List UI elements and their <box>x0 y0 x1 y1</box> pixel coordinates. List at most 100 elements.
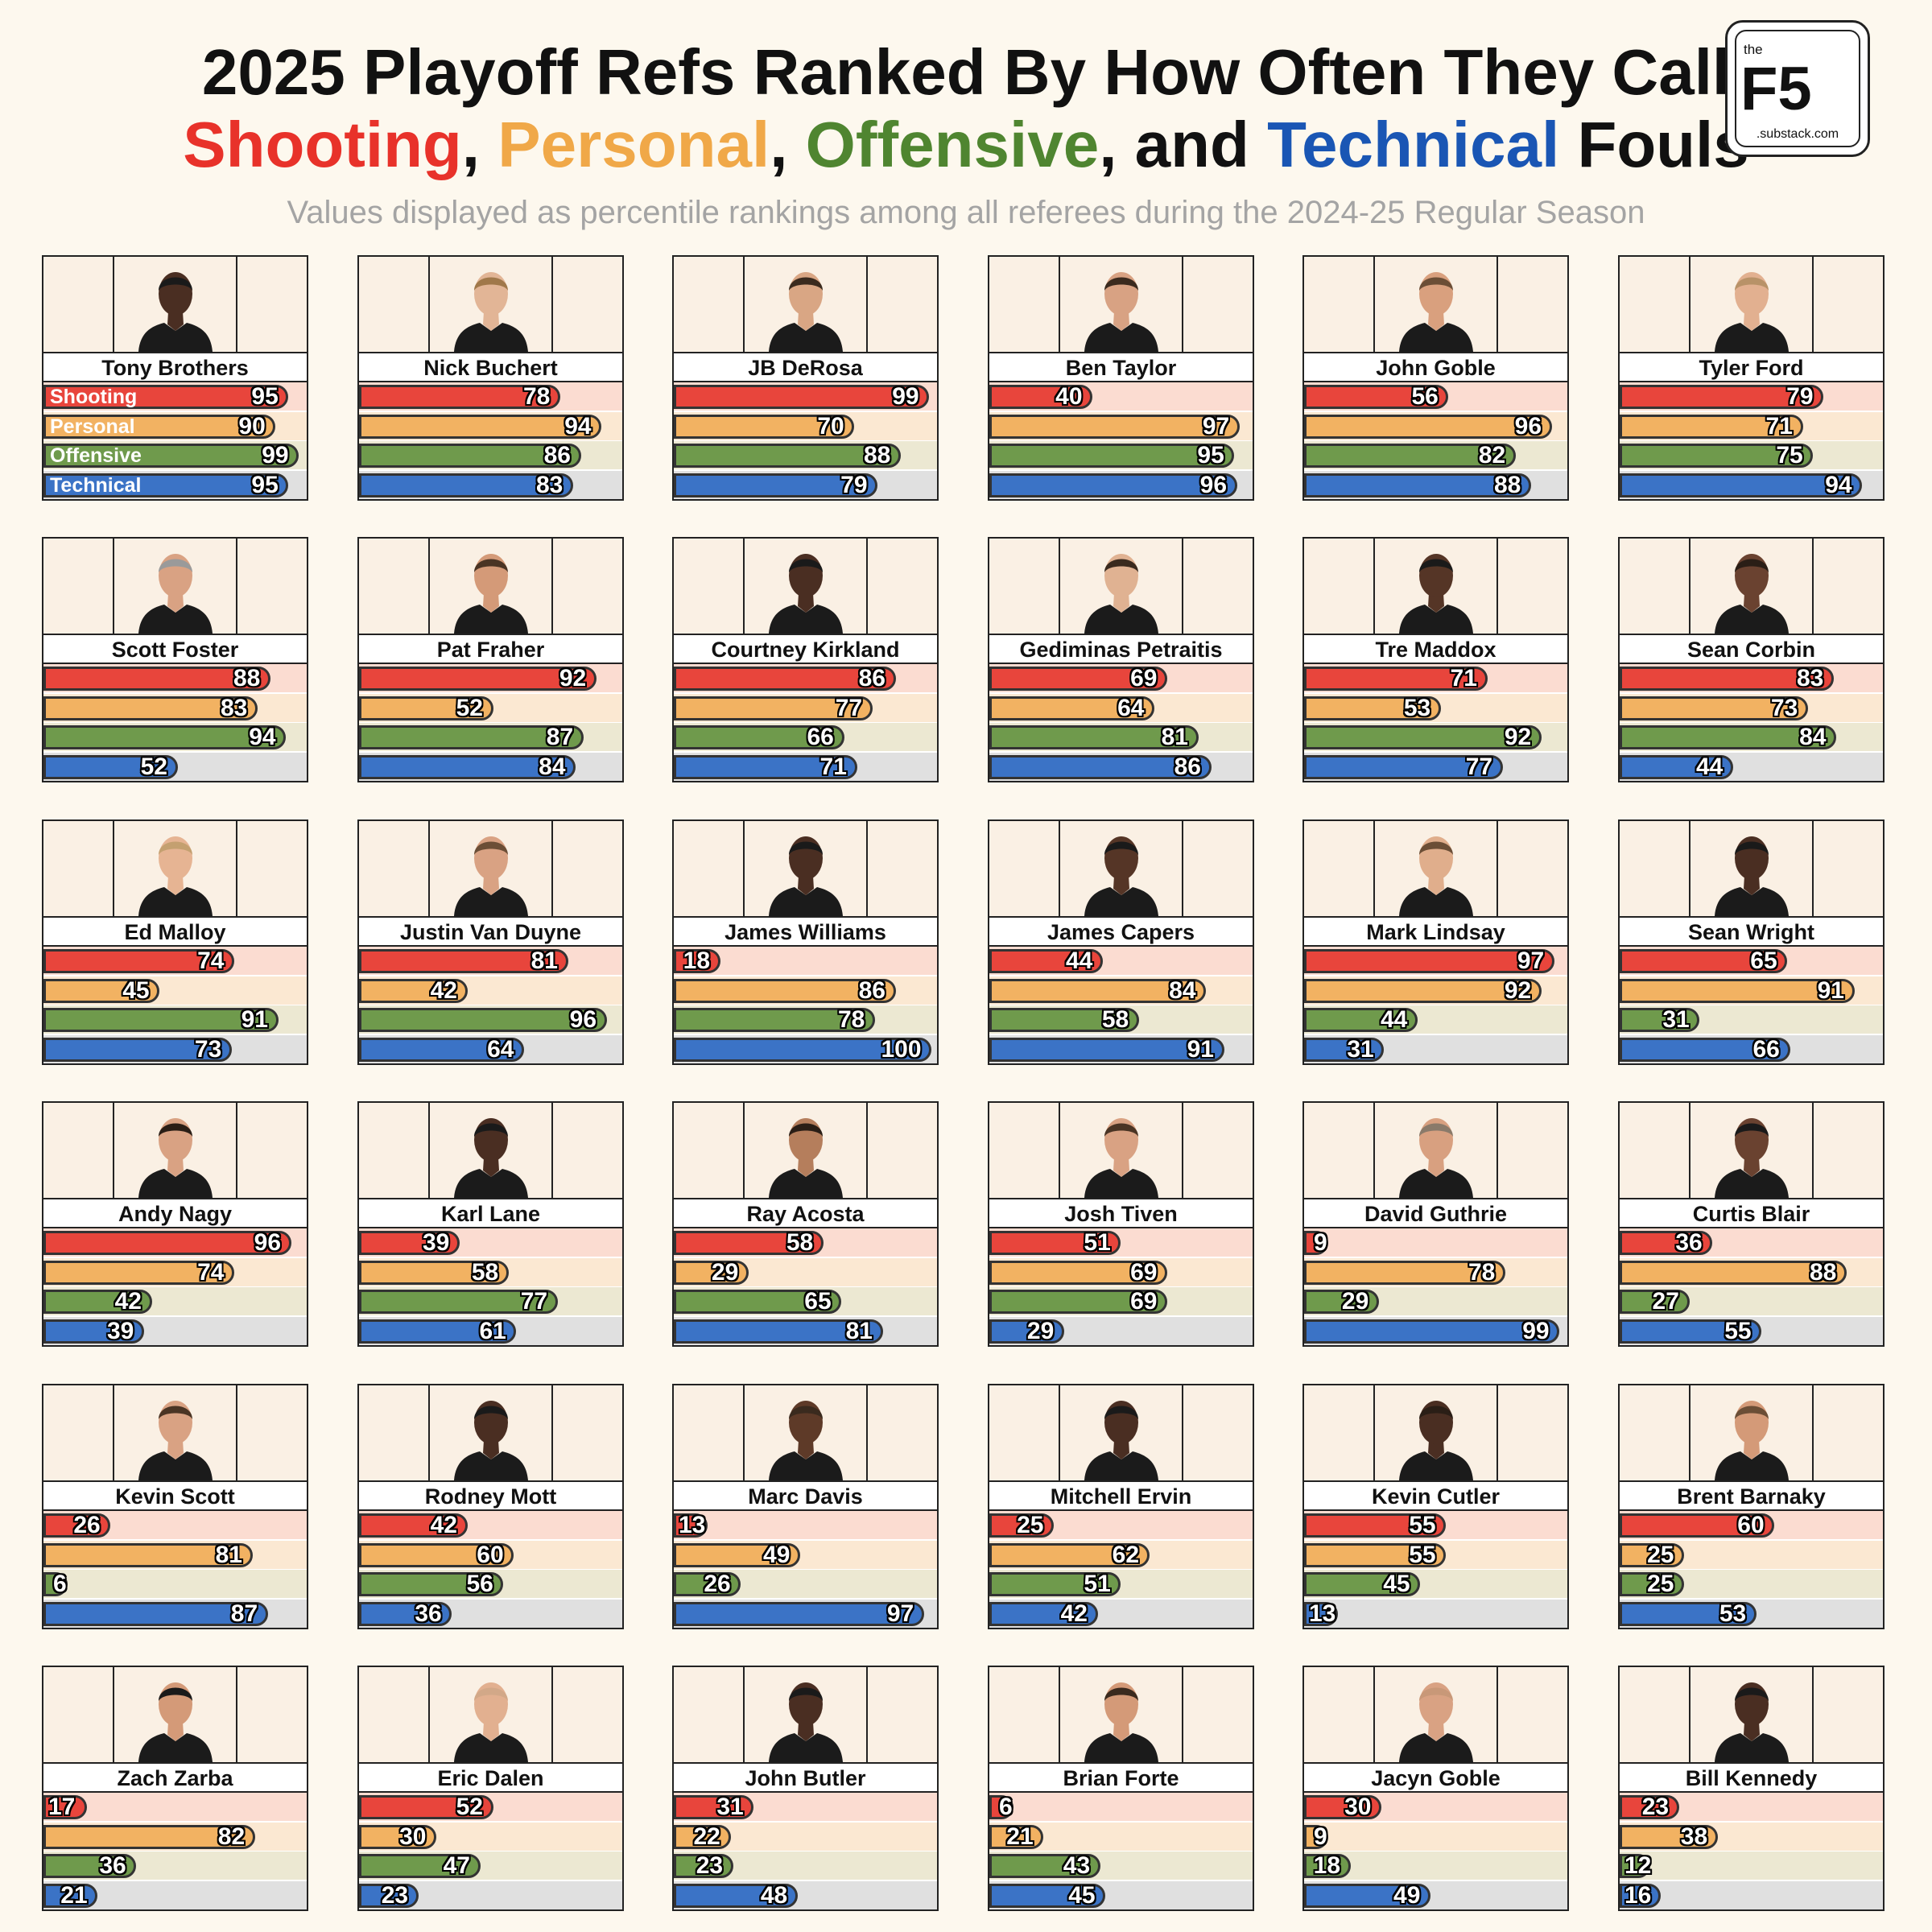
value-label: 29 <box>1026 1318 1055 1345</box>
referee-photo <box>43 539 307 635</box>
bar-personal <box>674 414 855 439</box>
referee-name: Tony Brothers <box>43 353 307 382</box>
value-label: 79 <box>840 472 868 499</box>
bar-shooting <box>1620 1231 1713 1255</box>
bar-row-offensive: 91 <box>43 1005 307 1034</box>
referee-portrait-icon <box>1715 272 1789 352</box>
bar-technical <box>674 1884 798 1909</box>
referee-name: Courtney Kirkland <box>674 635 937 664</box>
value-label: 100 <box>881 1036 922 1063</box>
bar-row-shooting: 86 <box>674 664 937 692</box>
value-label: 36 <box>1675 1229 1703 1256</box>
bar-shooting <box>43 1795 88 1819</box>
bar-row-shooting: 13 <box>674 1511 937 1539</box>
bar-offensive <box>359 725 584 750</box>
bar-row-technical: 61 <box>359 1317 622 1346</box>
value-label: 53 <box>1403 694 1431 721</box>
referee-portrait-icon <box>1399 272 1473 352</box>
chart-title-line-2: Shooting, Personal, Offensive, and Techn… <box>0 108 1932 182</box>
referee-photo <box>989 1385 1253 1482</box>
neck-shape <box>798 312 814 331</box>
bar-personal <box>359 978 468 1003</box>
bar-technical <box>1620 1602 1757 1627</box>
bar-row-personal: 38 <box>1620 1822 1883 1851</box>
referee-name: Scott Foster <box>43 635 307 664</box>
bar-shooting <box>359 667 597 691</box>
value-label: 99 <box>262 442 289 469</box>
hair-shape <box>159 1687 192 1701</box>
referee-name: John Butler <box>674 1764 937 1793</box>
neck-shape <box>167 876 184 895</box>
neck-shape <box>798 1158 814 1177</box>
referee-name: Zach Zarba <box>43 1764 307 1793</box>
bar-row-personal: Personal 90 <box>43 411 307 440</box>
bar-row-technical: 81 <box>674 1317 937 1346</box>
bar-row-shooting: 44 <box>989 947 1253 975</box>
referee-portrait-icon <box>1715 1401 1789 1480</box>
referee-photo <box>359 1667 622 1764</box>
value-label: 97 <box>886 1600 914 1628</box>
hair-shape <box>1419 559 1453 572</box>
bar-technical <box>1304 755 1503 780</box>
bar-row-shooting: 88 <box>43 664 307 692</box>
bar-personal <box>359 696 493 720</box>
bar-row-shooting: 99 <box>674 382 937 411</box>
value-label: 71 <box>1450 665 1477 691</box>
title-word-2: Personal <box>497 109 770 180</box>
referee-name: Karl Lane <box>359 1199 622 1228</box>
value-label: 82 <box>1478 442 1506 469</box>
bar-row-shooting: 40 <box>989 382 1253 411</box>
bar-row-personal: 78 <box>1304 1257 1567 1286</box>
referee-name: Sean Wright <box>1620 918 1883 947</box>
value-label: 84 <box>1799 724 1827 751</box>
referee-photo <box>43 257 307 353</box>
neck-shape <box>1744 593 1760 613</box>
hair-shape <box>474 559 508 572</box>
referee-portrait-icon <box>1399 1118 1473 1198</box>
photo-frame <box>1373 821 1498 916</box>
bar-row-personal: 49 <box>674 1540 937 1569</box>
neck-shape <box>483 876 499 895</box>
referee-card: Marc Davis 13 49 26 97 <box>672 1384 939 1629</box>
neck-shape <box>1113 876 1129 895</box>
category-label: Personal <box>50 415 135 438</box>
bar-row-shooting: 25 <box>989 1511 1253 1539</box>
bar-technical <box>674 1602 924 1627</box>
referee-card: Zach Zarba 17 82 36 21 <box>42 1666 308 1911</box>
neck-shape <box>167 1722 184 1741</box>
bar-offensive <box>674 1008 875 1033</box>
bar-technical <box>989 1602 1098 1627</box>
referee-photo <box>359 257 622 353</box>
bar-row-personal: 91 <box>1620 976 1883 1005</box>
referee-portrait-icon <box>138 272 213 352</box>
value-label: 40 <box>1055 383 1083 410</box>
value-label: 69 <box>1130 1258 1158 1286</box>
bar-row-offensive: 31 <box>1620 1005 1883 1034</box>
value-label: 66 <box>1752 1036 1780 1063</box>
photo-frame <box>1373 257 1498 352</box>
bar-row-offensive: 47 <box>359 1852 622 1880</box>
bar-offensive <box>359 444 581 469</box>
bar-technical <box>359 1884 419 1909</box>
bar-row-shooting: 17 <box>43 1793 307 1821</box>
referee-photo <box>43 1667 307 1764</box>
bar-row-personal: 52 <box>359 693 622 722</box>
referee-portrait-icon <box>1399 554 1473 634</box>
value-label: 52 <box>140 753 167 781</box>
value-label: 30 <box>1344 1794 1372 1820</box>
photo-frame <box>113 539 237 634</box>
value-label: 83 <box>220 694 248 721</box>
bar-technical <box>1620 1038 1790 1063</box>
value-label: 21 <box>60 1882 88 1909</box>
bar-row-offensive: 94 <box>43 723 307 752</box>
bar-technical <box>1620 1884 1662 1909</box>
value-label: 86 <box>1174 753 1201 781</box>
shirt-shape <box>454 323 528 352</box>
bar-row-offensive: 87 <box>359 723 622 752</box>
referee-name: Nick Buchert <box>359 353 622 382</box>
referee-photo <box>359 1103 622 1199</box>
bar-offensive <box>43 1008 279 1033</box>
value-label: 48 <box>760 1882 788 1909</box>
bar-offensive <box>674 1290 842 1315</box>
shirt-shape <box>1084 887 1158 916</box>
